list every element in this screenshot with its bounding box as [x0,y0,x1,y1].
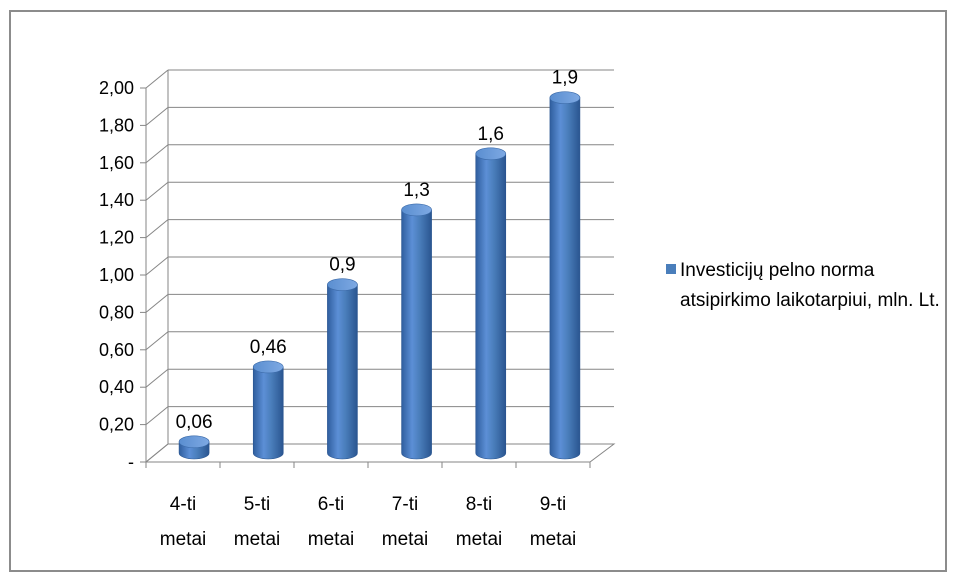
x-tick-label: metai [160,529,206,550]
bar-body [252,366,284,460]
y-tick-label: 0,60 [99,340,134,360]
y-tick-label: 0,20 [99,415,134,435]
data-label: 0,06 [176,412,213,433]
bar [252,360,284,460]
x-tick-label: metai [234,529,280,550]
data-labels: 0,06 0,46 0,9 1,3 1,6 1,9 [176,68,579,433]
bar-body [401,209,432,460]
legend-swatch [666,264,676,274]
gridline-diagonal [145,107,169,126]
bar-top [475,147,507,161]
bar-top [252,360,284,374]
x-tick-labels: 4-ti metai 5-ti metai 6-ti metai 7-ti metai 8-ti… [160,494,576,550]
axes [140,70,616,468]
x-axis-floor [144,443,616,463]
x-tick-label: 9-ti [540,494,566,515]
data-label: 1,6 [478,124,504,145]
bar-body [475,153,507,460]
bar-top [178,435,210,449]
bars [178,91,581,460]
y-tick-label: 1,20 [99,228,134,248]
gridline-diagonal [145,406,169,425]
bar-top [327,278,358,292]
gridline-diagonal [145,181,169,201]
x-tick-label: metai [308,529,354,550]
x-tick-label: metai [456,529,502,550]
data-label: 1,3 [403,180,429,201]
bar [327,278,358,460]
bar-body [327,284,358,460]
x-tick-label: 5-ti [244,494,270,515]
x-tick-label: 8-ti [466,494,492,515]
y-tick-label: 2,00 [99,78,134,98]
bar [475,147,507,460]
gridline-diagonal [145,256,169,276]
bar-body [549,97,581,460]
x-tick-label: metai [382,529,428,550]
x-tick-label: metai [530,529,576,550]
y-tick-labels: - 0,20 0,40 0,60 0,80 1,00 1,20 1,40 1,60 1,80 2,0… [99,78,134,472]
x-tick-label: 4-ti [170,494,196,515]
gridline-diagonal [145,368,169,388]
bar [178,435,210,460]
bar-top [549,91,581,104]
data-label: 1,9 [552,68,578,89]
gridline-diagonal [145,294,169,313]
gridline-diagonal [145,69,169,89]
gridline-diagonal [145,219,169,238]
x-tick-label: 6-ti [318,494,344,515]
x-tick-label: 7-ti [392,494,418,515]
gridline-diagonal [145,331,169,351]
gridlines [145,69,614,463]
bar [401,203,432,460]
y-tick-label: - [128,452,134,472]
data-label: 0,9 [329,255,355,276]
y-tick-label: 0,80 [99,302,134,322]
legend-label: Investicijų pelno norma atsipirkimo laik… [680,260,940,311]
y-tick-label: 1,80 [99,115,134,135]
y-tick-label: 1,40 [99,190,134,210]
y-tick-label: 1,00 [99,265,134,285]
gridline-diagonal [145,144,169,164]
data-label: 0,46 [250,337,287,358]
y-tick-label: 0,40 [99,377,134,397]
y-tick-label: 1,60 [99,153,134,173]
bar [549,91,581,460]
bar-top [401,203,432,217]
